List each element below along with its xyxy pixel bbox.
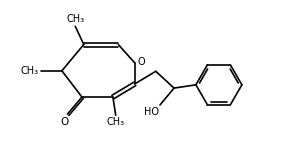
Text: CH₃: CH₃ bbox=[66, 14, 84, 24]
Text: HO: HO bbox=[144, 107, 159, 117]
Text: CH₃: CH₃ bbox=[21, 66, 39, 76]
Text: O: O bbox=[61, 117, 69, 127]
Text: O: O bbox=[137, 57, 145, 67]
Text: CH₃: CH₃ bbox=[107, 117, 125, 128]
